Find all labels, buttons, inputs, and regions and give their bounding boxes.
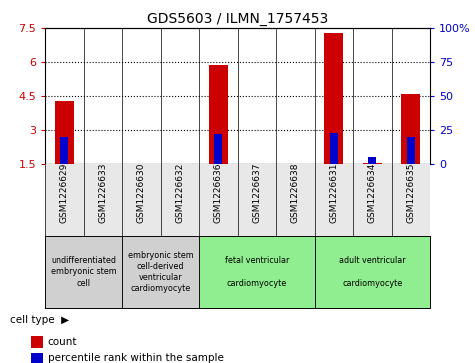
Bar [31, 352, 43, 363]
Bar [362, 163, 382, 164]
Text: embryonic stem
cell-derived
ventricular
cardiomyocyte: embryonic stem cell-derived ventricular … [128, 251, 193, 293]
Text: cell type  ▶: cell type ▶ [10, 315, 68, 325]
Bar [45, 236, 122, 308]
Text: fetal ventricular

cardiomyocyte: fetal ventricular cardiomyocyte [225, 256, 289, 287]
Bar [199, 236, 314, 308]
Text: count: count [48, 337, 77, 347]
Bar [330, 133, 338, 164]
Bar [122, 236, 199, 308]
Bar [314, 164, 353, 236]
Bar [214, 134, 222, 164]
Bar [401, 94, 420, 164]
Text: undifferentiated
embryonic stem
cell: undifferentiated embryonic stem cell [51, 256, 116, 287]
Bar [199, 164, 238, 236]
Bar [55, 101, 74, 164]
Bar [391, 164, 430, 236]
Bar [31, 336, 43, 348]
Bar [276, 164, 314, 236]
Bar [122, 164, 161, 236]
Bar [369, 157, 376, 164]
Bar [324, 33, 343, 164]
Bar [353, 164, 391, 236]
Bar [45, 164, 84, 236]
Text: adult ventricular

cardiomyocyte: adult ventricular cardiomyocyte [339, 256, 406, 287]
Bar [407, 137, 415, 164]
Bar [161, 164, 199, 236]
Bar [238, 164, 276, 236]
Bar [209, 65, 228, 164]
Title: GDS5603 / ILMN_1757453: GDS5603 / ILMN_1757453 [147, 12, 328, 25]
Bar [84, 164, 122, 236]
Bar [314, 236, 430, 308]
Text: percentile rank within the sample: percentile rank within the sample [48, 353, 223, 363]
Bar [60, 137, 68, 164]
